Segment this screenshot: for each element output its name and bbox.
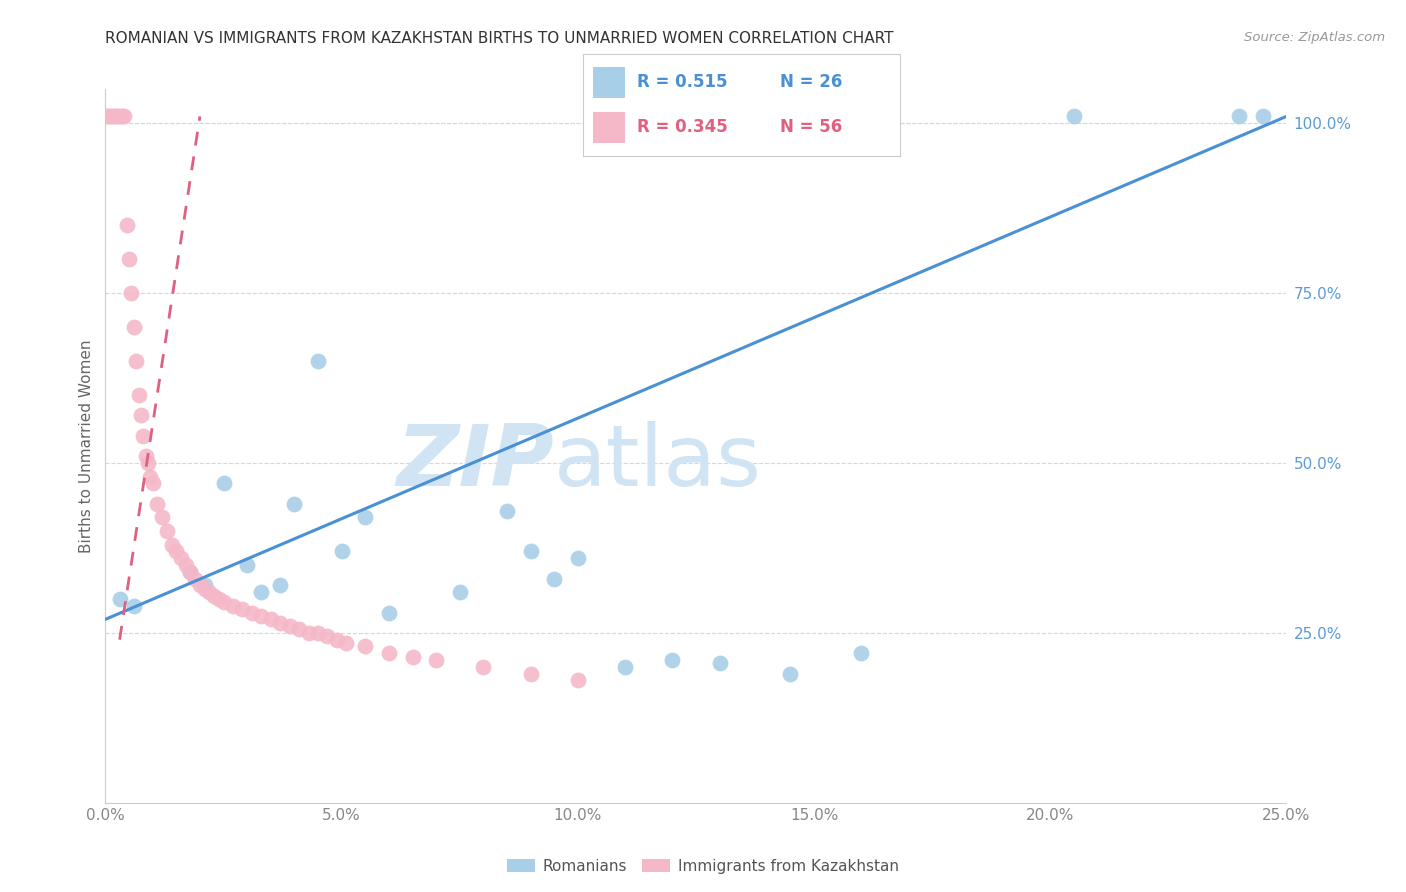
Point: [111, 109, 134, 123]
Point: [851, 646, 873, 660]
Point: [330, 544, 353, 558]
Point: [115, 218, 138, 232]
Point: [170, 551, 193, 566]
Point: [136, 456, 159, 470]
Text: N = 56: N = 56: [779, 119, 842, 136]
Point: [307, 354, 329, 368]
Point: [156, 524, 179, 538]
Point: [779, 666, 801, 681]
Point: [661, 653, 683, 667]
Point: [519, 544, 541, 558]
Point: [122, 320, 145, 334]
Point: [567, 551, 589, 566]
Point: [378, 606, 401, 620]
Point: [425, 653, 447, 667]
Point: [202, 589, 225, 603]
Bar: [593, 67, 624, 97]
Point: [236, 558, 259, 572]
Text: R = 0.345: R = 0.345: [637, 119, 728, 136]
Point: [146, 497, 169, 511]
Point: [174, 558, 197, 572]
Point: [128, 388, 150, 402]
Point: [472, 660, 495, 674]
Point: [307, 626, 329, 640]
Point: [198, 585, 221, 599]
Point: [354, 640, 377, 654]
Point: [567, 673, 589, 688]
Point: [1251, 109, 1274, 123]
Point: [139, 469, 162, 483]
Point: [316, 629, 339, 643]
Point: [1063, 109, 1085, 123]
Point: [179, 565, 201, 579]
Point: [94, 109, 117, 123]
Text: N = 26: N = 26: [779, 73, 842, 91]
Point: [297, 626, 319, 640]
Point: [378, 646, 401, 660]
Point: [269, 578, 291, 592]
Point: [194, 582, 217, 596]
Point: [208, 591, 231, 606]
Text: ZIP: ZIP: [396, 422, 554, 505]
Point: [250, 608, 273, 623]
Point: [122, 599, 145, 613]
Bar: [593, 112, 624, 143]
Point: [108, 109, 131, 123]
Point: [188, 578, 211, 592]
Point: [194, 578, 217, 592]
Point: [120, 286, 142, 301]
Point: [278, 619, 301, 633]
Point: [326, 632, 349, 647]
Point: [496, 503, 519, 517]
Point: [709, 657, 731, 671]
Point: [129, 409, 152, 423]
Point: [269, 615, 291, 630]
Point: [1227, 109, 1250, 123]
Point: [142, 476, 165, 491]
Point: [231, 602, 253, 616]
Point: [449, 585, 471, 599]
Point: [108, 591, 131, 606]
Point: [212, 595, 235, 609]
Text: Source: ZipAtlas.com: Source: ZipAtlas.com: [1244, 31, 1385, 45]
Point: [288, 623, 311, 637]
Legend: Romanians, Immigrants from Kazakhstan: Romanians, Immigrants from Kazakhstan: [502, 853, 904, 880]
Point: [165, 544, 187, 558]
Point: [125, 354, 148, 368]
Point: [212, 476, 235, 491]
Text: atlas: atlas: [554, 422, 762, 505]
Point: [354, 510, 377, 524]
Point: [135, 449, 157, 463]
Text: ROMANIAN VS IMMIGRANTS FROM KAZAKHSTAN BIRTHS TO UNMARRIED WOMEN CORRELATION CHA: ROMANIAN VS IMMIGRANTS FROM KAZAKHSTAN B…: [105, 31, 894, 46]
Point: [543, 572, 565, 586]
Point: [184, 572, 207, 586]
Point: [260, 612, 283, 626]
Point: [519, 666, 541, 681]
Point: [614, 660, 637, 674]
Point: [150, 510, 173, 524]
Text: R = 0.515: R = 0.515: [637, 73, 728, 91]
Point: [101, 109, 124, 123]
Point: [240, 606, 263, 620]
Point: [97, 109, 120, 123]
Point: [112, 109, 135, 123]
Point: [250, 585, 273, 599]
Point: [179, 565, 201, 579]
Point: [401, 649, 423, 664]
Y-axis label: Births to Unmarried Women: Births to Unmarried Women: [79, 339, 94, 553]
Point: [104, 109, 127, 123]
Point: [98, 109, 121, 123]
Point: [283, 497, 305, 511]
Point: [335, 636, 357, 650]
Point: [160, 537, 183, 551]
Point: [222, 599, 245, 613]
Point: [132, 429, 155, 443]
Point: [118, 252, 141, 266]
Point: [105, 109, 128, 123]
